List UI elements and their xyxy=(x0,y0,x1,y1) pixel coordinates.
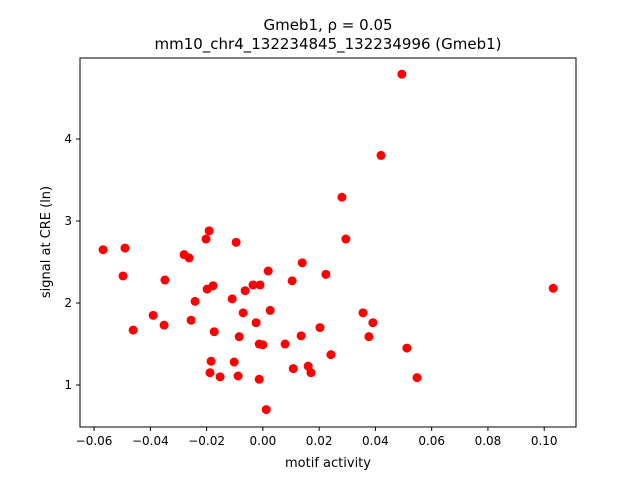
scatter-point xyxy=(201,234,211,244)
scatter-point xyxy=(98,245,108,255)
scatter-point xyxy=(412,373,422,383)
x-tick-label: 0.04 xyxy=(362,434,389,448)
scatter-point xyxy=(265,305,275,315)
scatter-point xyxy=(120,243,130,253)
scatter-point xyxy=(190,296,200,306)
scatter-point xyxy=(184,253,194,263)
scatter-point xyxy=(204,226,214,236)
scatter-point xyxy=(376,150,386,160)
scatter-point xyxy=(315,323,325,333)
chart-title-line1: Gmeb1, ρ = 0.05 xyxy=(263,16,392,34)
y-axis-label: signal at CRE (ln) xyxy=(39,186,54,298)
x-tick-label: −0.02 xyxy=(188,434,225,448)
scatter-point xyxy=(229,357,239,367)
scatter-point xyxy=(321,269,331,279)
scatter-point xyxy=(368,318,378,328)
scatter-point xyxy=(160,275,170,285)
y-tick-label: 1 xyxy=(64,378,72,392)
scatter-point xyxy=(337,192,347,202)
plot-frame xyxy=(79,57,577,428)
scatter-point xyxy=(358,308,368,318)
scatter-point xyxy=(326,350,336,360)
scatter-point xyxy=(402,343,412,353)
scatter-point xyxy=(159,320,169,330)
scatter-point xyxy=(364,332,374,342)
scatter-point xyxy=(263,266,273,276)
scatter-point xyxy=(297,258,307,268)
scatter-point xyxy=(215,372,225,382)
scatter-point xyxy=(341,234,351,244)
scatter-point xyxy=(208,281,218,291)
scatter-point xyxy=(280,339,290,349)
x-axis-label: motif activity xyxy=(285,456,371,471)
y-tick-label: 3 xyxy=(64,214,72,228)
scatter-point xyxy=(240,286,250,296)
scatter-point xyxy=(209,327,219,337)
x-tick-label: 0.10 xyxy=(531,434,558,448)
scatter-point xyxy=(234,332,244,342)
scatter-point xyxy=(296,331,306,341)
x-tick-label: −0.04 xyxy=(132,434,169,448)
x-tick-label: 0.06 xyxy=(418,434,445,448)
scatter-point xyxy=(248,280,258,290)
scatter-point xyxy=(128,325,138,335)
x-tick-label: −0.06 xyxy=(76,434,113,448)
x-tick-label: 0.00 xyxy=(250,434,277,448)
scatter-point xyxy=(205,368,215,378)
scatter-point xyxy=(118,271,128,281)
scatter-point xyxy=(548,283,558,293)
scatter-point xyxy=(233,371,243,381)
x-tick-label: 0.08 xyxy=(475,434,502,448)
x-tick-label: 0.02 xyxy=(306,434,333,448)
scatter-point xyxy=(306,368,316,378)
scatter-point xyxy=(227,294,237,304)
scatter-point xyxy=(251,318,261,328)
scatter-point xyxy=(148,310,158,320)
scatter-point xyxy=(254,374,264,384)
y-tick-label: 2 xyxy=(64,296,72,310)
scatter-point xyxy=(231,237,241,247)
scatter-point xyxy=(186,315,196,325)
scatter-point xyxy=(206,356,216,366)
chart-title-line2: mm10_chr4_132234845_132234996 (Gmeb1) xyxy=(154,35,501,54)
scatter-point xyxy=(255,280,265,290)
scatter-point xyxy=(397,69,407,79)
scatter-point xyxy=(288,364,298,374)
y-tick-label: 4 xyxy=(64,132,72,146)
scatter-point xyxy=(258,340,268,350)
scatter-point xyxy=(261,405,271,415)
scatter-point xyxy=(287,276,297,286)
scatter-point xyxy=(238,308,248,318)
